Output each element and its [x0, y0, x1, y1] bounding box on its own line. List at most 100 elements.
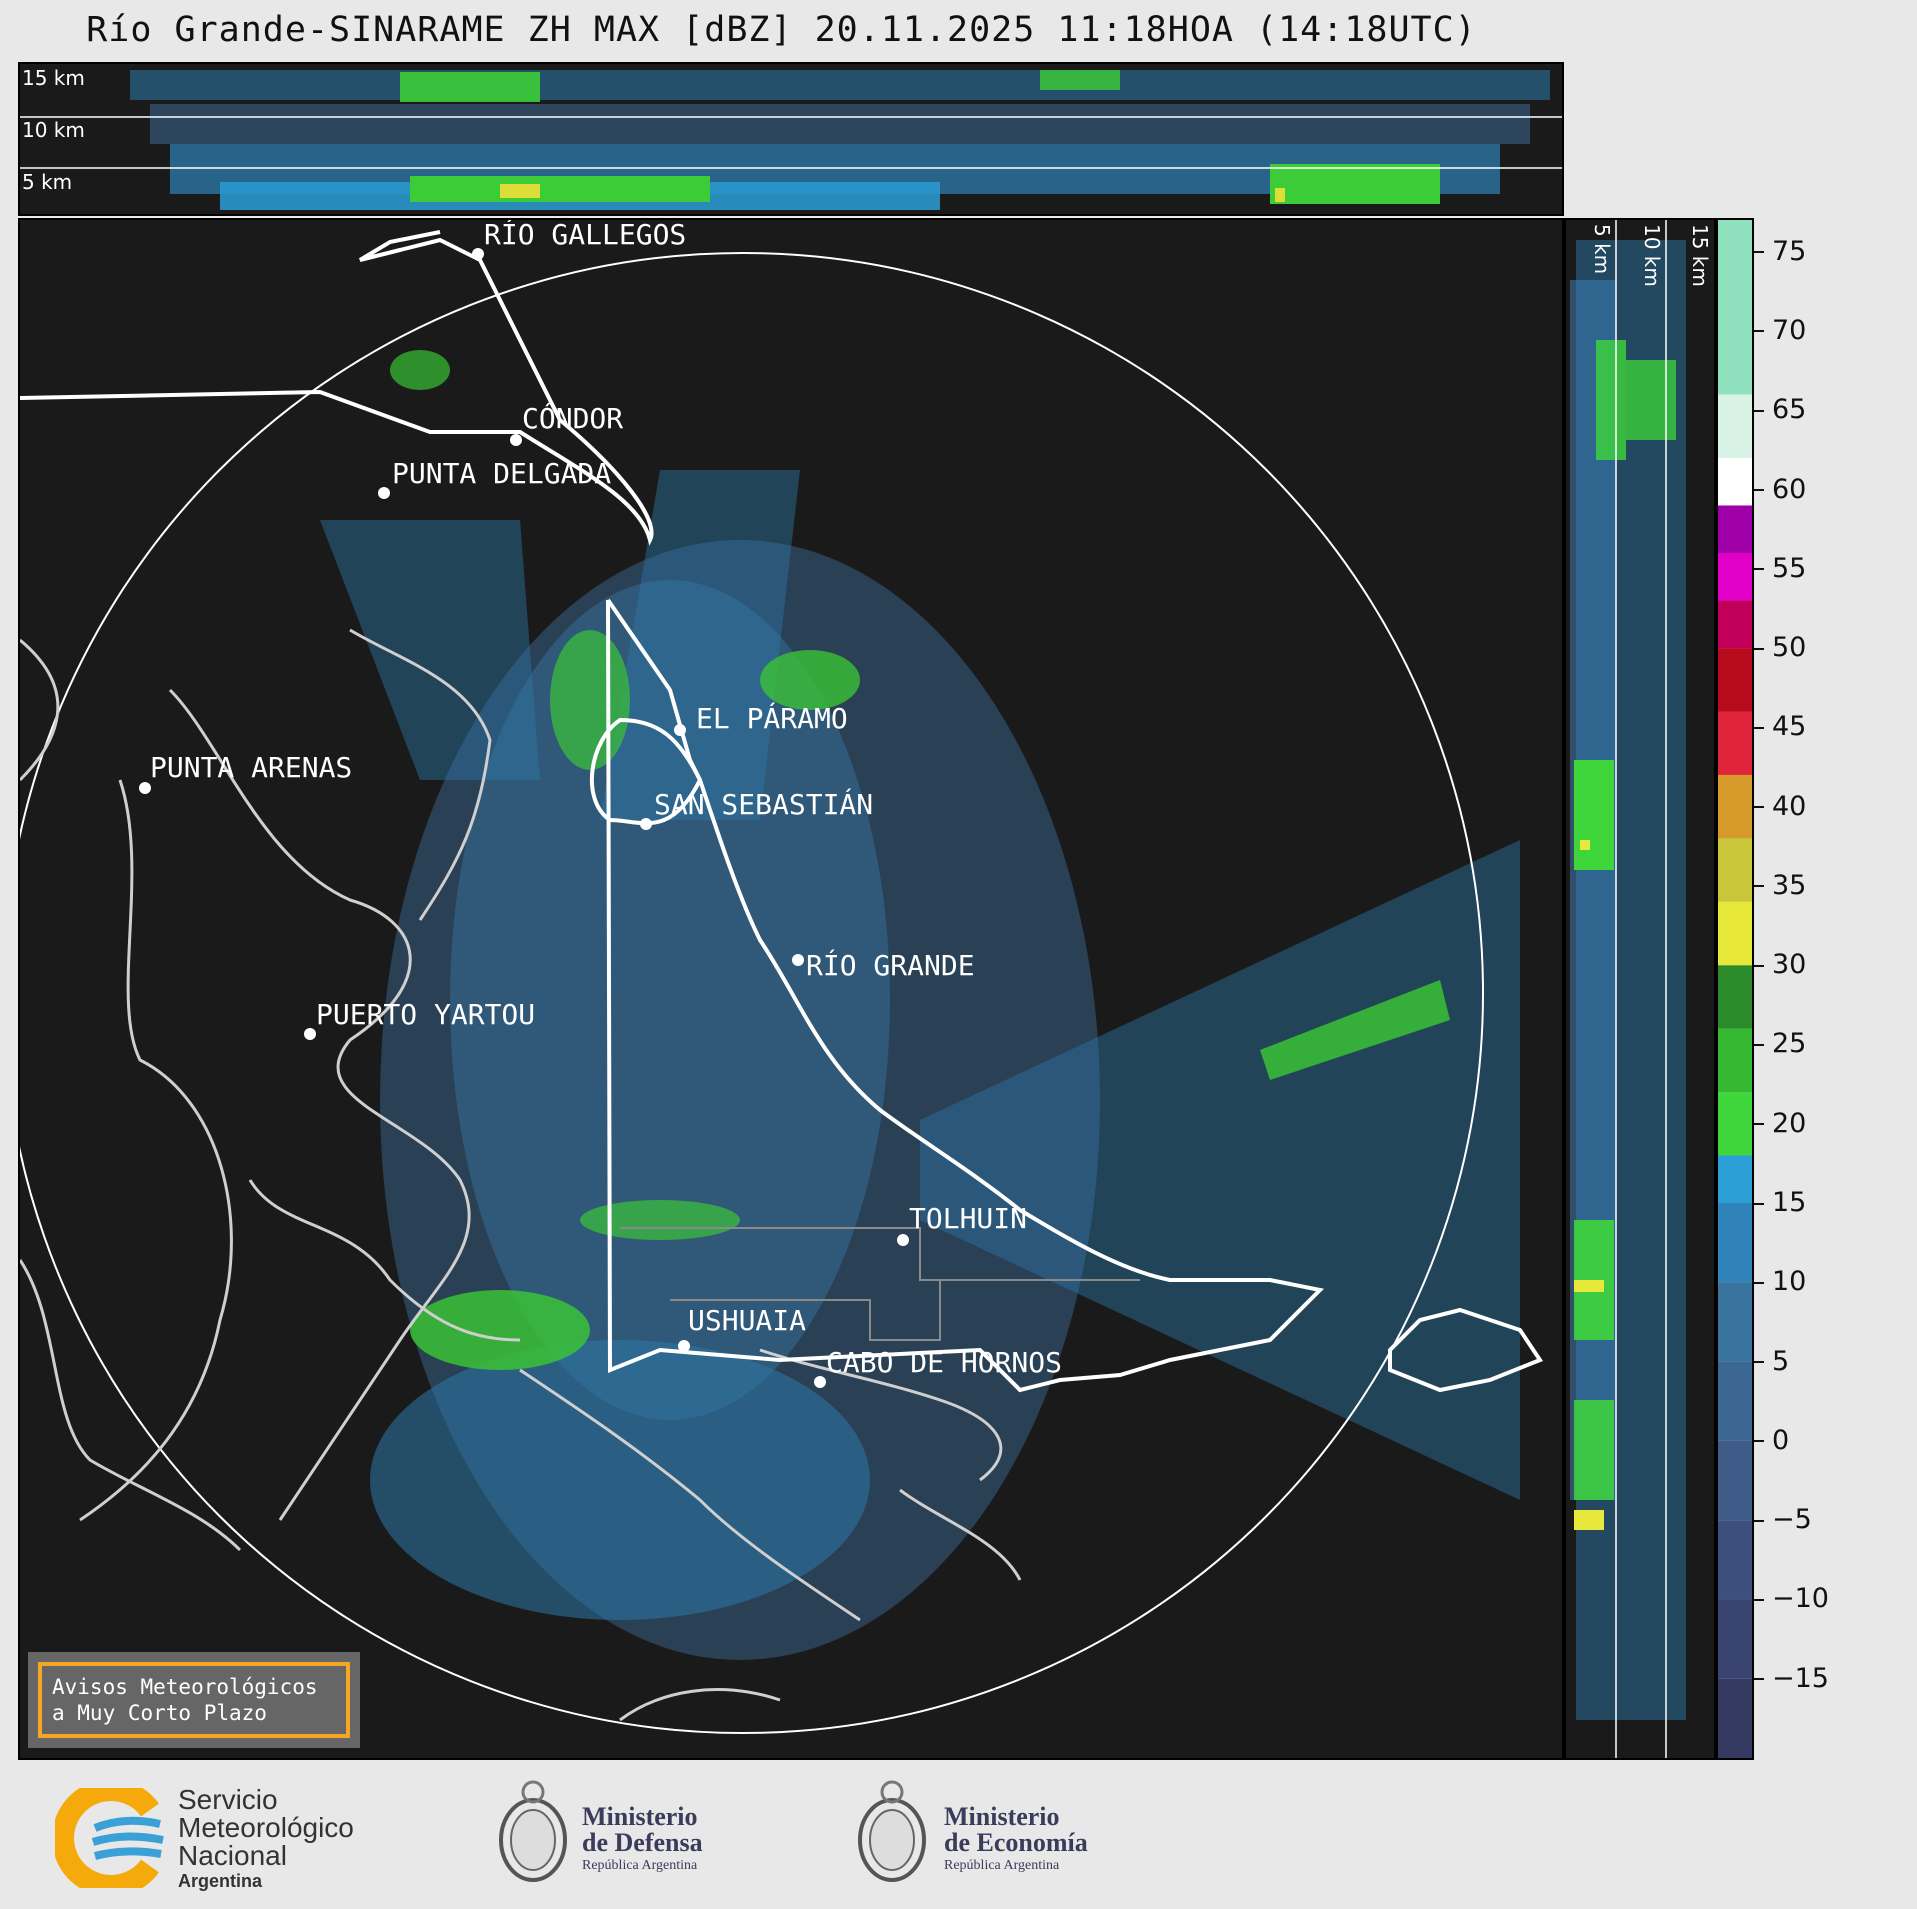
defensa-line-1: Ministerio — [582, 1802, 698, 1831]
economia-line-1: Ministerio — [944, 1802, 1060, 1831]
city-marker-san-sebastian — [640, 818, 652, 830]
colorbar-tick-label: 5 — [1754, 1348, 1789, 1375]
colorbar-tick-label: 25 — [1754, 1030, 1806, 1057]
side-altitude-label-10km: 10 km — [1640, 224, 1664, 287]
colorbar-tick-label: 15 — [1754, 1189, 1806, 1216]
colorbar-tick-label: −10 — [1754, 1585, 1829, 1612]
city-label-rio-gallegos: RÍO GALLEGOS — [484, 220, 686, 251]
borders — [20, 230, 1544, 1393]
alert-line-2: a Muy Corto Plazo — [52, 1701, 267, 1725]
colorbar-band-21 — [1718, 220, 1752, 395]
colorbar-band-9 — [1718, 1028, 1752, 1093]
defensa-seal-icon — [499, 1780, 567, 1882]
colorbar-band-13 — [1718, 774, 1752, 839]
city-marker-rio-grande — [792, 954, 804, 966]
radar-map: RÍO GALLEGOS CÓNDOR PUNTA DELGADA EL PÁR… — [20, 220, 1544, 1734]
colorbar-tick-label: 30 — [1754, 951, 1806, 978]
colorbar-band-15 — [1718, 648, 1752, 712]
colorbar-band-17 — [1718, 552, 1752, 601]
colorbar-band-18 — [1718, 505, 1752, 553]
city-marker-punta-arenas — [139, 782, 151, 794]
side-cross-section-panel: 5 km 10 km 15 km — [1564, 218, 1716, 1760]
radar-echoes — [320, 350, 1520, 1660]
city-marker-condor — [510, 434, 522, 446]
map-title: Río Grande-SINARAME ZH MAX [dBZ] 20.11.2… — [86, 10, 1477, 50]
city-marker-puerto-yartou — [304, 1028, 316, 1040]
colorbar-tick-label: 10 — [1754, 1268, 1806, 1295]
colorbar-band-0 — [1718, 1678, 1752, 1758]
colorbar-band-6 — [1718, 1203, 1752, 1283]
colorbar-band-5 — [1718, 1282, 1752, 1362]
economia-seal-icon — [858, 1780, 926, 1882]
colorbar-band-20 — [1718, 394, 1752, 458]
economia-line-3: República Argentina — [944, 1858, 1060, 1873]
colorbar-band-7 — [1718, 1155, 1752, 1204]
city-marker-el-paramo — [674, 724, 686, 736]
colorbar-tick-label: 20 — [1754, 1110, 1806, 1137]
colorbar-band-19 — [1718, 457, 1752, 506]
colorbar-band-3 — [1718, 1440, 1752, 1521]
alert-line-1: Avisos Meteorológicos — [52, 1675, 318, 1699]
colorbar-tick-label: 50 — [1754, 634, 1806, 661]
colorbar-band-4 — [1718, 1361, 1752, 1441]
colorbar-tick-label: 65 — [1754, 396, 1806, 423]
alert-box: Avisos Meteorológicos a Muy Corto Plazo — [28, 1652, 360, 1748]
city-markers: RÍO GALLEGOS CÓNDOR PUNTA DELGADA EL PÁR… — [139, 220, 1062, 1388]
colorbar — [1716, 218, 1754, 1760]
city-marker-rio-gallegos — [472, 248, 484, 260]
side-altitude-label-15km: 15 km — [1688, 224, 1712, 287]
colorbar-tick-label: 70 — [1754, 317, 1806, 344]
city-label-tolhuin: TOLHUIN — [909, 1202, 1027, 1235]
colorbar-tick-label: 75 — [1754, 238, 1806, 265]
alert-box-frame: Avisos Meteorológicos a Muy Corto Plazo — [38, 1662, 350, 1738]
colorbar-band-12 — [1718, 838, 1752, 902]
radar-map-panel: RÍO GALLEGOS CÓNDOR PUNTA DELGADA EL PÁR… — [18, 218, 1564, 1760]
city-label-condor: CÓNDOR — [522, 401, 623, 435]
colorbar-bands — [1718, 220, 1752, 1758]
colorbar-band-10 — [1718, 965, 1752, 1029]
side-altitude-label-5km: 5 km — [1590, 224, 1614, 275]
colorbar-band-16 — [1718, 600, 1752, 649]
smn-logo-text: Servicio Meteorológico Nacional Argentin… — [178, 1786, 354, 1892]
city-label-cabo-de-hornos: CABO DE HORNOS — [826, 1346, 1062, 1379]
smn-line-1: Servicio — [178, 1784, 278, 1815]
defensa-logo-text: Ministerio de Defensa República Argentin… — [582, 1804, 703, 1876]
top-altitude-label-10km: 10 km — [22, 118, 85, 142]
smn-line-3: Nacional — [178, 1840, 287, 1871]
colorbar-tick-label: 45 — [1754, 713, 1806, 740]
colorbar-tick-label: −5 — [1754, 1506, 1812, 1533]
defensa-line-3: República Argentina — [582, 1858, 698, 1873]
coastlines — [20, 628, 1022, 1722]
colorbar-band-8 — [1718, 1092, 1752, 1156]
colorbar-tick-label: 60 — [1754, 476, 1806, 503]
footer-logos: Servicio Meteorológico Nacional Argentin… — [0, 1760, 1917, 1909]
city-label-puerto-yartou: PUERTO YARTOU — [316, 998, 535, 1031]
city-label-punta-arenas: PUNTA ARENAS — [150, 751, 352, 784]
city-marker-ushuaia — [678, 1340, 690, 1352]
top-cross-section-echoes — [20, 70, 1562, 210]
colorbar-tick-label: 55 — [1754, 555, 1806, 582]
colorbar-ticks: 75 70 65 60 55 50 45 40 35 30 25 20 15 10 5 0 −5 −10 −15 — [1754, 218, 1874, 1760]
colorbar-band-1 — [1718, 1599, 1752, 1679]
colorbar-band-14 — [1718, 711, 1752, 775]
city-marker-cabo-de-hornos — [814, 1376, 826, 1388]
economia-logo-text: Ministerio de Economía República Argenti… — [944, 1804, 1088, 1876]
top-cross-section-panel: 15 km 10 km 5 km — [18, 62, 1564, 216]
colorbar-tick-label: 0 — [1754, 1427, 1789, 1454]
provincial-boundary — [620, 1227, 1140, 1281]
city-label-rio-grande: RÍO GRANDE — [806, 948, 975, 982]
city-marker-punta-delgada — [378, 487, 390, 499]
colorbar-band-11 — [1718, 901, 1752, 966]
side-cross-section-echoes — [1570, 220, 1686, 1758]
smn-logo-icon — [55, 1788, 164, 1888]
colorbar-tick-label: 35 — [1754, 872, 1806, 899]
smn-line-2: Meteorológico — [178, 1812, 354, 1843]
economia-line-2: de Economía — [944, 1828, 1088, 1857]
city-label-punta-delgada: PUNTA DELGADA — [392, 457, 611, 490]
defensa-line-2: de Defensa — [582, 1828, 703, 1857]
colorbar-tick-label: 40 — [1754, 793, 1806, 820]
city-label-san-sebastian: SAN SEBASTIÁN — [654, 787, 873, 821]
top-altitude-label-5km: 5 km — [22, 170, 73, 194]
city-label-el-paramo: EL PÁRAMO — [696, 701, 848, 735]
city-marker-tolhuin — [897, 1234, 909, 1246]
